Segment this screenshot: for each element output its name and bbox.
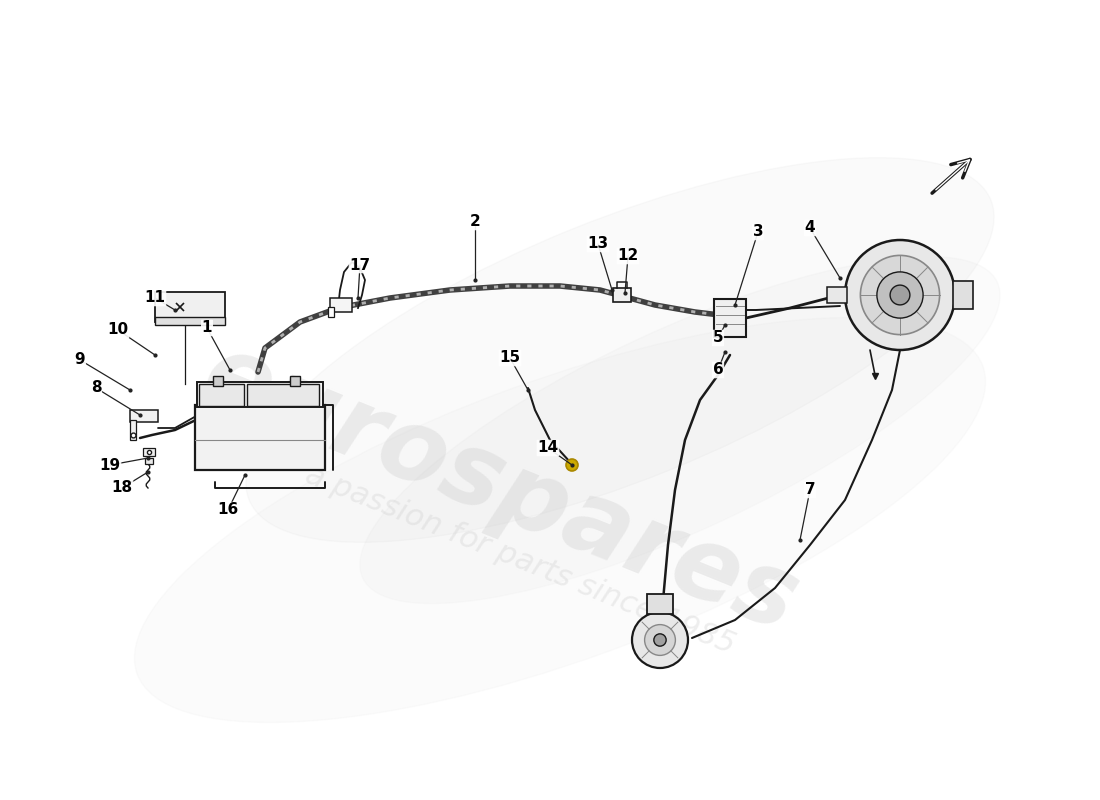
Circle shape	[653, 634, 667, 646]
Bar	[155, 292, 226, 322]
Bar	[647, 594, 673, 614]
Text: a passion for parts since 1985: a passion for parts since 1985	[301, 460, 739, 660]
Bar	[145, 458, 153, 464]
Text: eurospares: eurospares	[188, 326, 812, 654]
Text: 19: 19	[99, 458, 121, 473]
Bar	[195, 405, 324, 470]
Bar	[213, 376, 223, 386]
Text: 4: 4	[805, 221, 815, 235]
Text: 6: 6	[713, 362, 724, 378]
Ellipse shape	[134, 318, 986, 722]
Bar	[330, 298, 352, 312]
Bar	[714, 299, 746, 337]
Text: 1: 1	[201, 321, 212, 335]
Bar	[953, 281, 974, 309]
Text: 17: 17	[350, 258, 371, 273]
Text: 9: 9	[75, 353, 86, 367]
Circle shape	[845, 240, 955, 350]
Bar	[328, 307, 334, 317]
Text: 7: 7	[805, 482, 815, 498]
Bar	[613, 288, 631, 302]
Bar	[130, 420, 136, 440]
Bar	[130, 410, 158, 422]
Text: 3: 3	[752, 225, 763, 239]
Text: 15: 15	[499, 350, 520, 366]
Bar	[155, 317, 226, 325]
Circle shape	[632, 612, 688, 668]
Bar	[143, 448, 155, 456]
Bar	[827, 287, 847, 303]
Circle shape	[860, 255, 939, 334]
Text: 2: 2	[470, 214, 481, 230]
Text: 10: 10	[108, 322, 129, 338]
Text: 16: 16	[218, 502, 239, 518]
Text: 11: 11	[144, 290, 165, 306]
Bar	[199, 384, 244, 406]
Bar	[197, 382, 323, 407]
Ellipse shape	[246, 158, 994, 542]
Text: 14: 14	[538, 441, 559, 455]
Bar	[248, 384, 319, 406]
Ellipse shape	[360, 257, 1000, 603]
Circle shape	[566, 459, 578, 471]
Bar	[290, 376, 300, 386]
Circle shape	[877, 272, 923, 318]
Text: 5: 5	[713, 330, 724, 346]
Text: 18: 18	[111, 481, 133, 495]
Circle shape	[890, 285, 910, 305]
Text: 13: 13	[587, 237, 608, 251]
Text: 12: 12	[617, 249, 639, 263]
Circle shape	[645, 625, 675, 655]
Text: 8: 8	[90, 381, 101, 395]
